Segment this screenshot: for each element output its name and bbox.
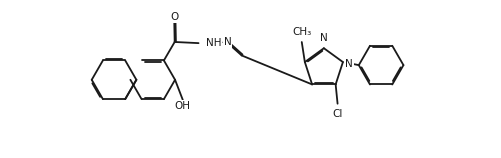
Text: OH: OH xyxy=(174,101,190,111)
Text: N: N xyxy=(223,37,231,47)
Text: N: N xyxy=(320,33,328,43)
Text: O: O xyxy=(170,12,178,22)
Text: NH: NH xyxy=(205,38,221,48)
Text: N: N xyxy=(345,59,352,69)
Text: Cl: Cl xyxy=(332,109,342,119)
Text: CH₃: CH₃ xyxy=(292,27,311,37)
